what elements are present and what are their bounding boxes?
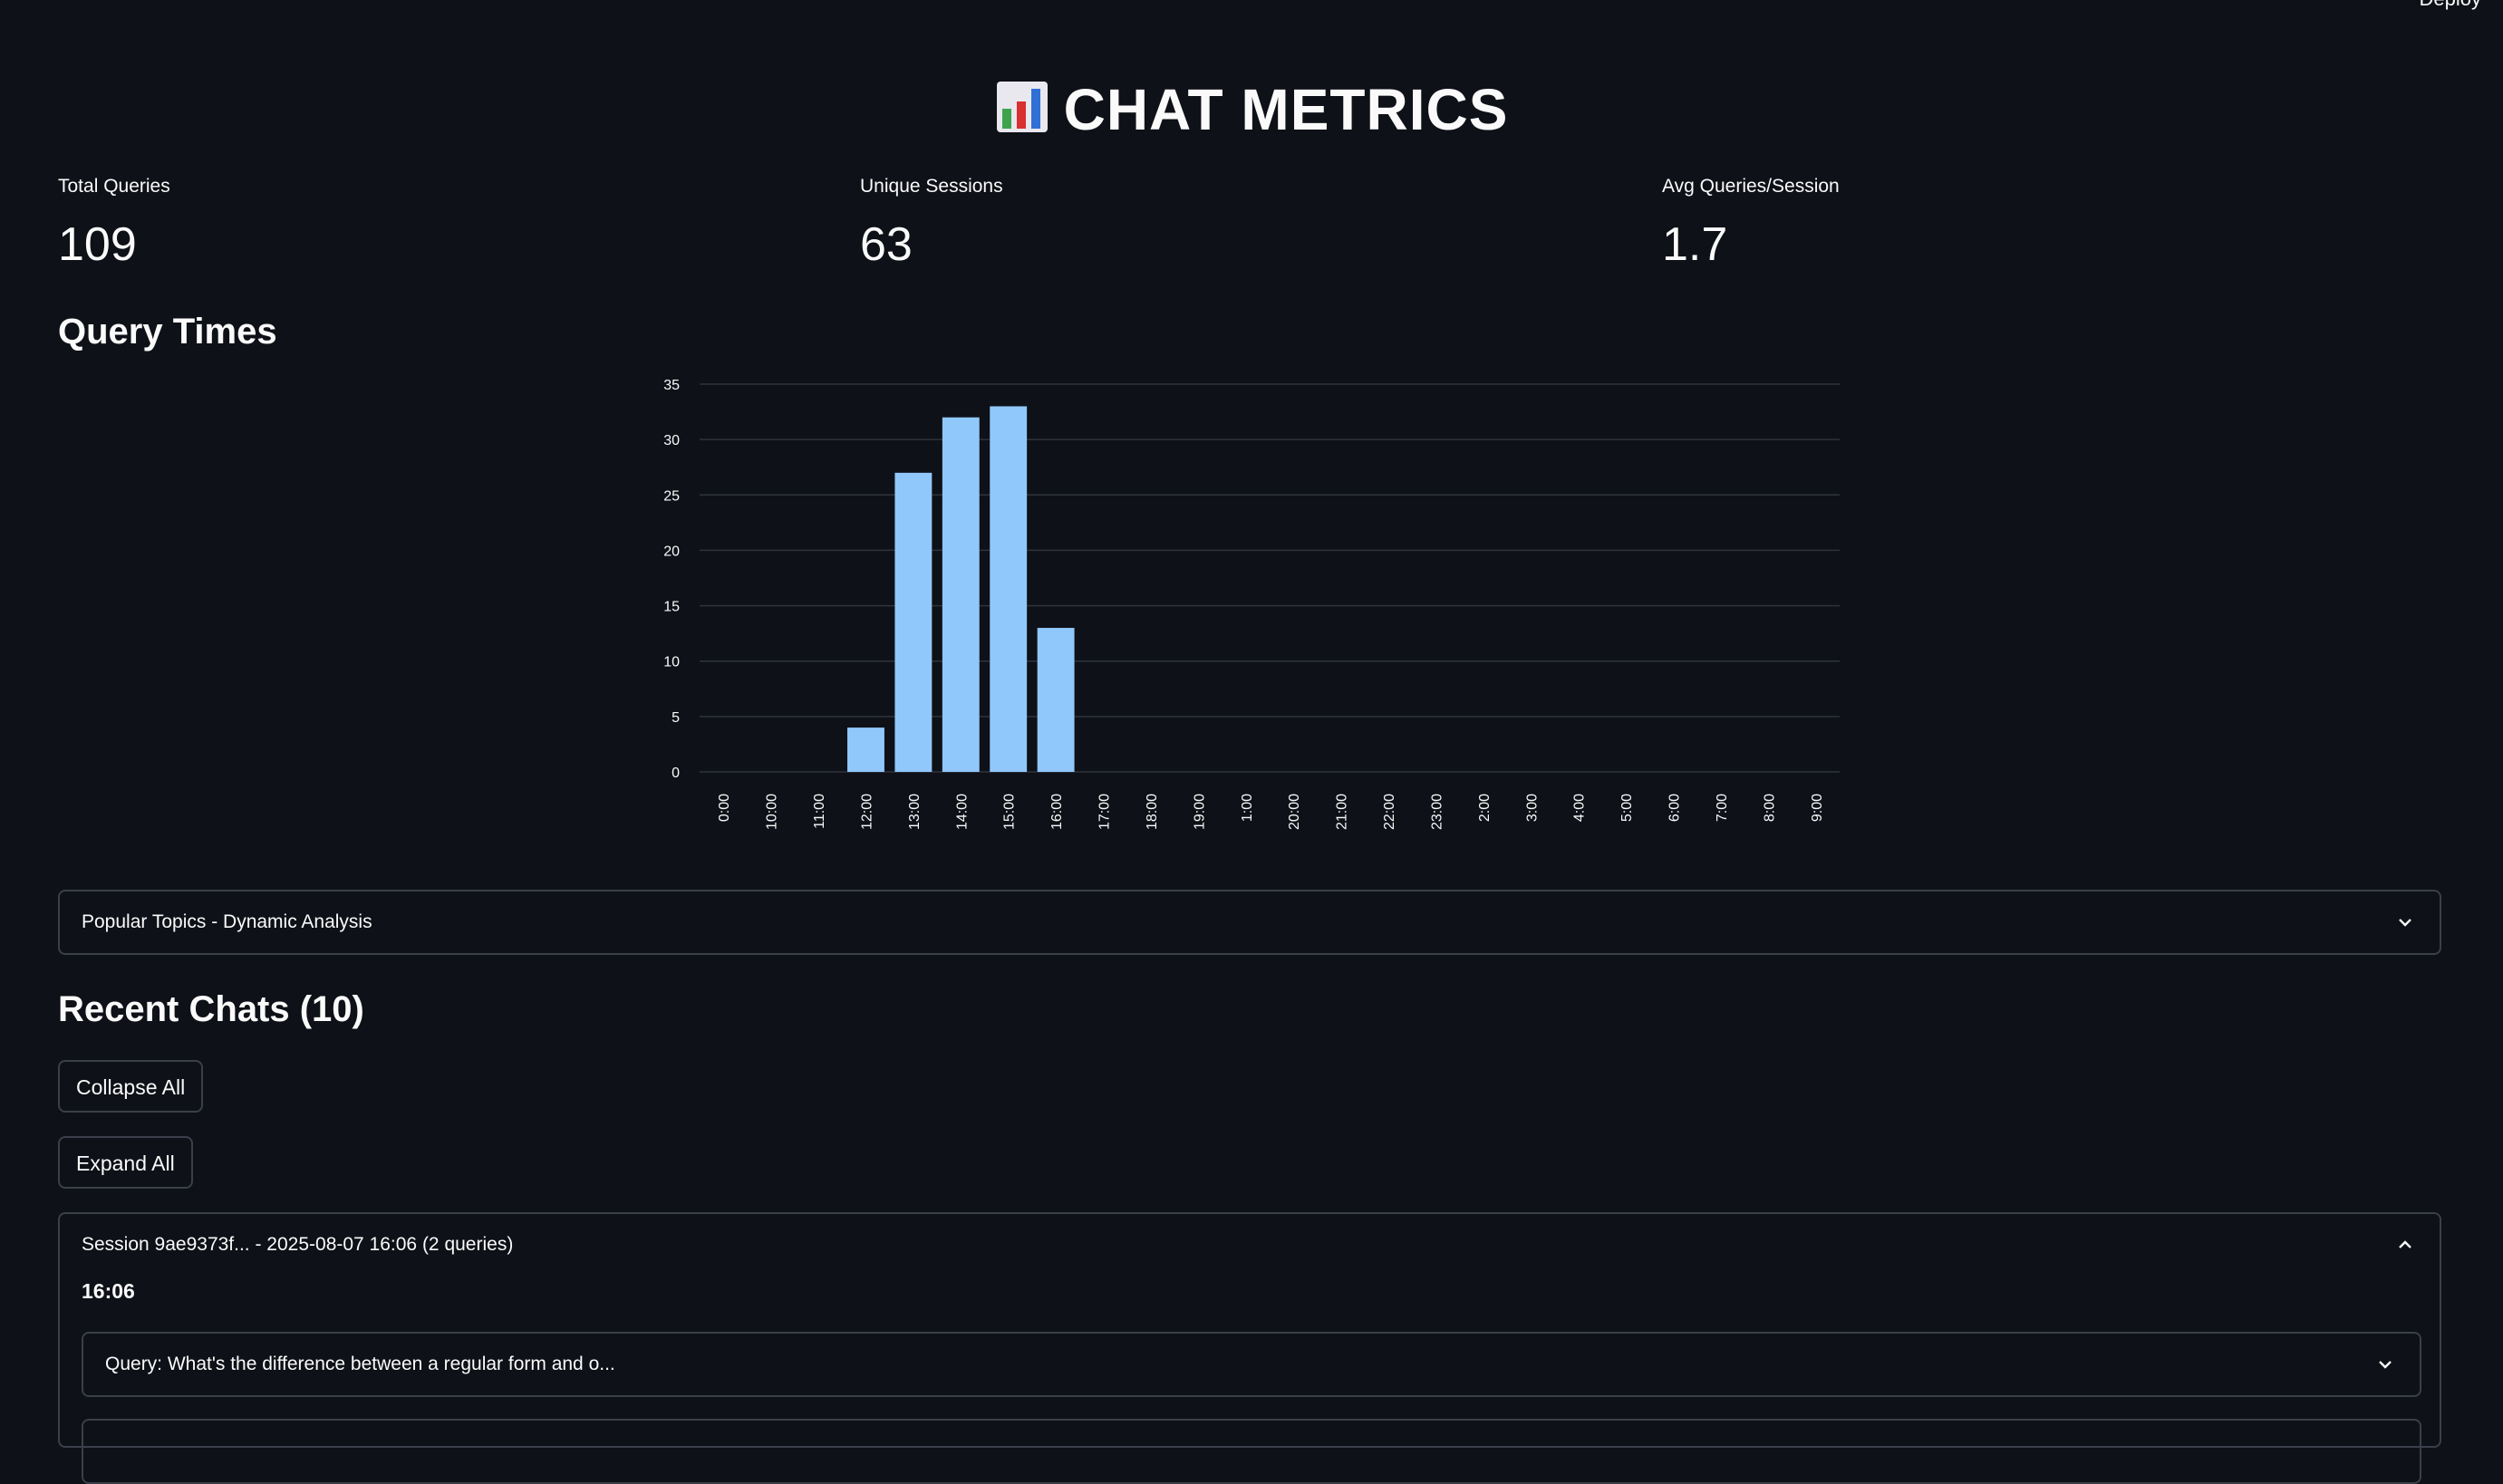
- chevron-up-icon: [2399, 1240, 2411, 1248]
- x-tick-label: 5:00: [1619, 794, 1635, 822]
- query-label: Query: What's the difference between a r…: [105, 1354, 615, 1374]
- chevron-down-icon: [2399, 919, 2411, 927]
- bar: [847, 728, 884, 772]
- metric-value: 1.7: [1662, 218, 1728, 271]
- page-title-text: CHAT METRICS: [1063, 77, 1509, 142]
- recent-chats-heading: Recent Chats (10): [58, 989, 364, 1029]
- x-tick-label: 20:00: [1287, 794, 1302, 830]
- x-tick-label: 17:00: [1097, 794, 1113, 830]
- bar: [990, 406, 1028, 772]
- metric-value: 109: [58, 218, 137, 271]
- x-tick-label: 7:00: [1715, 794, 1730, 822]
- chevron-down-icon: [2379, 1361, 2392, 1369]
- bar-chart-icon: [996, 82, 1048, 132]
- y-tick-label: 25: [663, 488, 680, 504]
- bar: [894, 472, 933, 772]
- y-tick-label: 0: [672, 766, 680, 781]
- metric-label: Avg Queries/Session: [1662, 176, 1840, 197]
- x-tick-label: 16:00: [1049, 794, 1065, 830]
- x-tick-label: 12:00: [859, 794, 875, 830]
- y-tick-label: 5: [672, 710, 680, 726]
- y-tick-label: 15: [663, 600, 680, 615]
- y-tick-label: 10: [663, 655, 680, 670]
- x-tick-label: 21:00: [1335, 794, 1350, 830]
- x-tick-label: 22:00: [1382, 794, 1397, 830]
- metric-label: Unique Sessions: [860, 176, 1003, 197]
- x-tick-label: 4:00: [1572, 794, 1588, 822]
- x-tick-label: 3:00: [1524, 794, 1540, 822]
- metric-total-queries: Total Queries 109: [58, 176, 170, 272]
- popular-topics-expander[interactable]: Popular Topics - Dynamic Analysis: [58, 890, 2441, 955]
- x-tick-label: 15:00: [1002, 794, 1018, 830]
- query-times-heading: Query Times: [58, 312, 277, 352]
- x-tick-label: 13:00: [907, 794, 923, 830]
- metric-value: 63: [860, 218, 913, 271]
- x-tick-label: 0:00: [717, 794, 732, 822]
- x-tick-label: 9:00: [1810, 794, 1825, 822]
- query-times-chart: 0 5 10 15 20 25 30 35 0:00 10:00 11:00 12:00 13:00 14…: [663, 378, 1840, 830]
- x-tick-label: 10:00: [765, 794, 780, 830]
- collapse-all-button[interactable]: Collapse All: [58, 1060, 204, 1113]
- x-tick-label: 11:00: [812, 794, 827, 829]
- session-label: Session 9ae9373f... - 2025-08-07 16:06 (…: [82, 1234, 514, 1255]
- y-tick-label: 35: [663, 378, 680, 393]
- x-tick-label: 18:00: [1145, 794, 1160, 830]
- y-tick-label: 20: [663, 544, 680, 559]
- popular-topics-label: Popular Topics - Dynamic Analysis: [82, 911, 372, 932]
- metric-label: Total Queries: [58, 176, 170, 197]
- query-expander[interactable]: [82, 1419, 2421, 1484]
- session-time: 16:06: [82, 1279, 135, 1303]
- deploy-button[interactable]: Deploy: [2420, 0, 2481, 11]
- x-tick-label: 23:00: [1429, 794, 1445, 830]
- x-tick-label: 14:00: [954, 794, 970, 830]
- x-tick-label: 8:00: [1762, 794, 1777, 822]
- query-expander[interactable]: Query: What's the difference between a r…: [82, 1332, 2421, 1397]
- metric-avg-queries-session: Avg Queries/Session 1.7: [1662, 176, 1840, 272]
- x-tick-label: 2:00: [1477, 794, 1493, 822]
- x-tick-label: 1:00: [1240, 794, 1255, 822]
- expand-all-button[interactable]: Expand All: [58, 1136, 193, 1189]
- session-expander[interactable]: Session 9ae9373f... - 2025-08-07 16:06 (…: [58, 1212, 2441, 1484]
- page-title: CHAT METRICS: [0, 76, 2503, 143]
- metric-unique-sessions: Unique Sessions 63: [860, 176, 1003, 272]
- x-tick-label: 19:00: [1192, 794, 1207, 830]
- y-tick-label: 30: [663, 433, 680, 448]
- bar: [1037, 628, 1075, 772]
- bar: [942, 417, 980, 772]
- x-tick-label: 6:00: [1667, 794, 1683, 822]
